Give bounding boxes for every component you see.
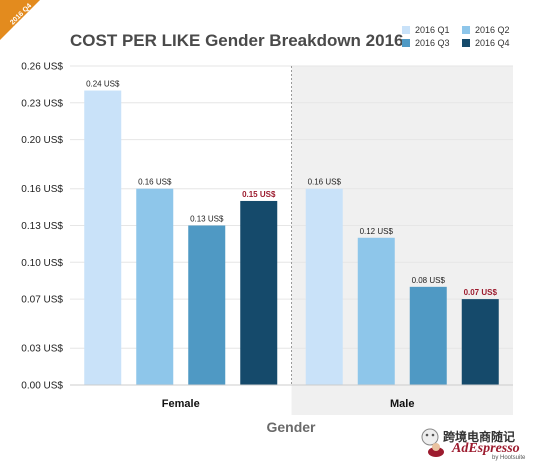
legend-label: 2016 Q1	[415, 25, 450, 35]
y-tick-label: 0.13 US$	[21, 221, 63, 232]
x-tick-label: Female	[162, 398, 200, 410]
chart-title: COST PER LIKE Gender Breakdown 2016	[70, 31, 403, 50]
badge-ribbon	[0, 0, 40, 40]
wechat-icon	[421, 428, 439, 446]
bar-value-label: 0.12 US$	[360, 227, 394, 236]
bar	[409, 286, 447, 385]
bar	[84, 90, 122, 386]
legend: 2016 Q1 2016 Q2 2016 Q3 2016 Q4	[402, 25, 510, 48]
y-tick-label: 0.20 US$	[21, 135, 63, 146]
bar-value-label: 0.16 US$	[308, 178, 342, 187]
brand-logo-text: AdEspresso	[451, 441, 520, 456]
y-tick-label: 0.16 US$	[21, 184, 63, 195]
y-tick-label: 0.07 US$	[21, 295, 63, 306]
bar	[188, 225, 226, 385]
legend-label: 2016 Q3	[415, 38, 450, 48]
bar	[136, 188, 174, 385]
watermark: 跨境电商随记 AdEspresso by Hootsuite	[421, 428, 526, 461]
legend-swatch	[462, 39, 470, 47]
bars	[84, 90, 499, 386]
wechat-icon-eye-right	[431, 433, 435, 437]
y-tick-label: 0.00 US$	[21, 381, 63, 392]
y-tick-label: 0.23 US$	[21, 98, 63, 109]
bar-value-label: 0.16 US$	[138, 178, 172, 187]
bar-value-label: 0.15 US$	[242, 190, 276, 199]
legend-swatch	[462, 26, 470, 34]
bar-value-label: 0.24 US$	[86, 80, 120, 89]
mascot-icon	[428, 443, 444, 457]
bar-value-label: 0.08 US$	[412, 276, 446, 285]
bar-value-label: 0.07 US$	[464, 288, 498, 297]
value-labels: 0.24 US$ 0.16 US$ 0.13 US$ 0.15 US$ 0.16 US$…	[86, 80, 497, 298]
bar	[240, 200, 278, 385]
y-tick-label: 0.26 US$	[21, 62, 63, 73]
wechat-icon-eye-left	[425, 433, 429, 437]
bar-value-label: 0.13 US$	[190, 215, 224, 224]
brand-sub-text: by Hootsuite	[492, 455, 526, 461]
bar	[305, 188, 343, 385]
bar	[461, 299, 499, 385]
bar	[357, 237, 395, 385]
watermark-text: 跨境电商随记	[443, 429, 515, 444]
legend-label: 2016 Q4	[475, 38, 510, 48]
y-axis: 0.00 US$ 0.03 US$ 0.07 US$ 0.10 US$ 0.13 US$…	[21, 62, 63, 392]
legend-swatch	[402, 39, 410, 47]
y-tick-label: 0.10 US$	[21, 258, 63, 269]
x-axis: Female Male	[162, 398, 415, 410]
y-tick-label: 0.03 US$	[21, 344, 63, 355]
x-tick-label: Male	[390, 398, 414, 410]
legend-label: 2016 Q2	[475, 25, 510, 35]
x-axis-title: Gender	[266, 419, 316, 435]
update-badge: 2016 Q4 Update	[0, 0, 40, 40]
legend-swatch	[402, 26, 410, 34]
